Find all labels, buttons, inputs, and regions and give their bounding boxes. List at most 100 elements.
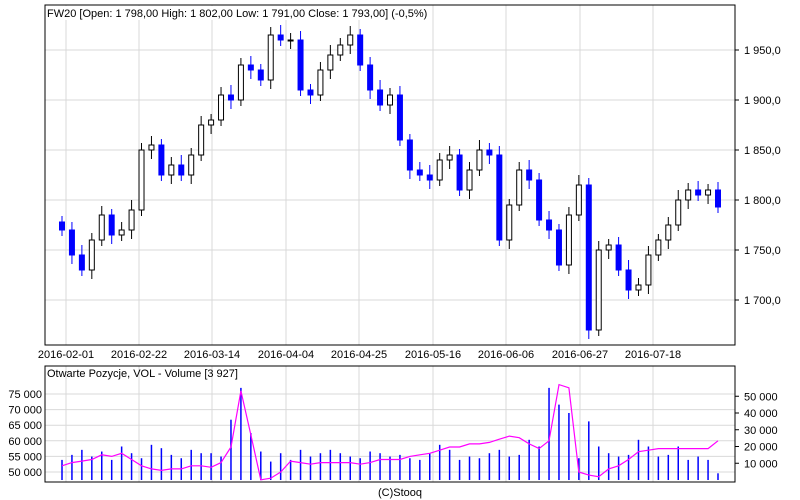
oi-tick-label: 75 000 [8,389,42,401]
volume-tick-label: 40 000 [744,408,778,420]
candle-body [367,64,374,91]
candle-body [615,244,622,271]
volume-panel-border [44,365,736,483]
candle-body [267,34,274,81]
candle-body [347,34,354,46]
candle-body [287,39,294,42]
price-panel-border [44,4,736,346]
candle-body [496,154,503,241]
candle-body [396,94,403,141]
candle-body [108,214,115,236]
x-tick-label: 2016-06-06 [478,349,534,361]
candle-body [516,169,523,206]
price-tick-label: 1 700,0 [744,295,781,307]
oi-tick-label: 55 000 [8,451,42,463]
candle-body [317,69,324,96]
candle-body [128,209,135,231]
candle-body [536,179,543,221]
x-tick-label: 2016-07-18 [625,349,681,361]
candle-body [635,284,642,291]
candle-body [486,149,493,156]
price-tick-label: 1 850,0 [744,145,781,157]
x-tick-label: 2016-05-16 [405,349,461,361]
candle-body [446,154,453,161]
x-tick-label: 2016-02-22 [111,349,167,361]
candle-body [506,204,513,241]
candle-body [476,149,483,171]
candle-body [705,189,712,196]
candle-body [406,139,413,171]
candle-body [88,239,95,271]
volume-tick-label: 20 000 [744,442,778,454]
candle-body [595,249,602,331]
volume-tick-label: 30 000 [744,425,778,437]
candle-body [138,149,145,211]
candle-body [416,169,423,176]
candle-body [98,214,105,241]
candle-body [78,254,85,271]
candle-body [555,229,562,266]
candle-body [645,254,652,286]
x-tick-label: 2016-02-01 [38,349,94,361]
candle-body [436,159,443,181]
candle-body [247,64,254,71]
candle-body [575,184,582,216]
candle-body [377,89,384,106]
candle-body [357,34,364,66]
candle-body [178,164,185,176]
candle-body [675,199,682,226]
oi-tick-label: 60 000 [8,436,42,448]
volume-tick-label: 50 000 [744,391,778,403]
candle-body [655,239,662,256]
candle-body [466,169,473,191]
x-tick-label: 2016-03-14 [184,349,240,361]
candle-body [188,154,195,176]
candle-body [695,189,702,196]
footer-credit: (C)Stooq [378,487,422,499]
candle-body [387,94,393,106]
price-tick-label: 1 900,0 [744,95,781,107]
candle-body [307,89,314,96]
price-tick-label: 1 800,0 [744,195,781,207]
candle-body [297,39,304,91]
candle-body [526,169,533,181]
oi-tick-label: 70 000 [8,405,42,417]
candle-body [685,189,692,201]
price-title-bg [46,6,421,20]
candle-body [605,244,612,251]
candle-body [208,119,215,126]
open-interest-line [61,383,719,481]
oi-tick-label: 50 000 [8,467,42,479]
candle-body [168,164,175,176]
candle-body [565,214,572,266]
candle-body [277,34,284,41]
candle-body [158,144,165,176]
x-tick-label: 2016-04-04 [258,349,314,361]
x-tick-label: 2016-06-27 [552,349,608,361]
candle-body [227,94,234,101]
x-tick-label: 2016-04-25 [331,349,387,361]
candle-body [198,124,205,156]
candle-body [715,189,721,208]
price-tick-label: 1 950,0 [744,45,781,57]
candle-body [665,224,672,241]
candle-body [327,54,334,71]
candle-body [456,154,463,191]
oi-tick-label: 65 000 [8,420,42,432]
candle-body [625,269,632,291]
candle-body [218,94,225,121]
candle-body [118,229,125,236]
candle-body [337,44,344,56]
price-title: FW20 [Open: 1 798,00 High: 1 802,00 Low:… [47,8,427,20]
candle-body [237,64,244,101]
price-tick-label: 1 750,0 [744,245,781,257]
candle-body [585,184,592,331]
volume-title: Otwarte Pozycje, VOL - Volume [3 927] [47,368,238,380]
price-panel [45,5,735,345]
candle-body [257,69,264,81]
candle-body [546,219,553,231]
candle-body [426,174,433,181]
candle-body [59,221,65,231]
volume-tick-label: 10 000 [744,458,778,470]
